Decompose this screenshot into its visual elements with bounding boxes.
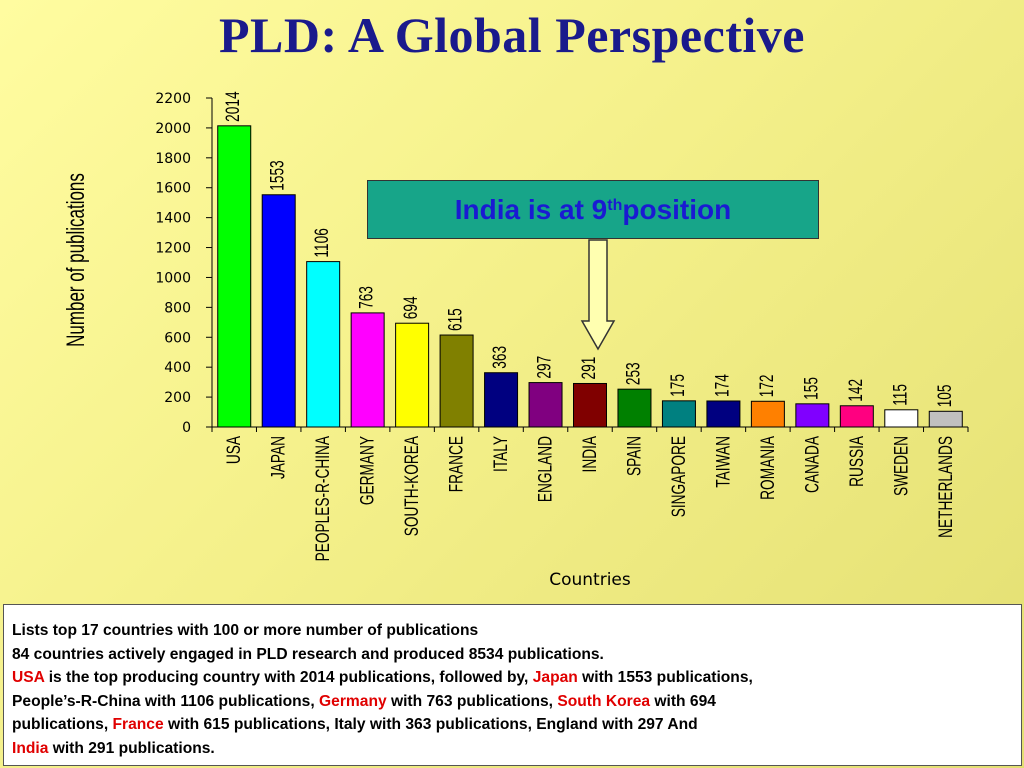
data-label: 105 bbox=[934, 384, 956, 407]
highlight-usa: USA bbox=[12, 669, 45, 687]
data-label: 142 bbox=[845, 379, 867, 402]
x-tick-label: ENGLAND bbox=[534, 436, 556, 502]
data-label: 115 bbox=[889, 384, 911, 406]
bar-france bbox=[439, 334, 474, 428]
y-tick-label: 1600 bbox=[155, 181, 191, 197]
bar-russia bbox=[839, 405, 874, 428]
highlight-france: France bbox=[112, 716, 164, 734]
bar-netherlands bbox=[928, 410, 963, 428]
y-tick-label: 800 bbox=[164, 300, 191, 316]
summary-text: with 1553 publications, bbox=[577, 669, 753, 687]
data-label: 1553 bbox=[266, 160, 288, 190]
summary-line-4: People’s-R-China with 1106 publications,… bbox=[12, 690, 1013, 714]
x-tick-label: NETHERLANDS bbox=[935, 436, 957, 538]
x-tick-label: FRANCE bbox=[445, 436, 467, 492]
x-tick-label: JAPAN bbox=[267, 436, 289, 479]
data-label: 172 bbox=[756, 374, 778, 397]
highlight-south-korea: South Korea bbox=[557, 692, 651, 710]
down-arrow-icon bbox=[580, 239, 616, 351]
bar-romania bbox=[750, 400, 785, 428]
x-tick-label: SPAIN bbox=[623, 436, 645, 476]
x-tick-label: PEOPLES-R-CHINA bbox=[312, 436, 334, 561]
data-label: 2014 bbox=[222, 91, 244, 121]
y-tick-label: 400 bbox=[164, 360, 191, 376]
summary-line-1: Lists top 17 countries with 100 or more … bbox=[12, 622, 479, 639]
data-label: 155 bbox=[800, 377, 822, 400]
highlight-germany: Germany bbox=[319, 692, 387, 710]
bar-england bbox=[528, 382, 563, 428]
x-tick-label: ITALY bbox=[490, 436, 512, 472]
highlight-india: India bbox=[12, 739, 49, 757]
data-label: 363 bbox=[489, 346, 511, 369]
bar-sweden bbox=[884, 409, 919, 428]
y-tick-label: 200 bbox=[164, 390, 191, 406]
data-label: 1106 bbox=[311, 228, 333, 257]
bar-peoples-r-china bbox=[306, 261, 341, 428]
y-tick-label: 1400 bbox=[155, 211, 191, 227]
y-tick-label: 2200 bbox=[155, 91, 191, 107]
x-tick-label: CANADA bbox=[801, 436, 823, 493]
x-tick-label: INDIA bbox=[579, 436, 601, 472]
x-tick-label: RUSSIA bbox=[846, 436, 868, 487]
summary-text: with 615 publications, Italy with 363 pu… bbox=[163, 716, 698, 734]
highlight-japan: Japan bbox=[532, 669, 578, 687]
y-tick-label: 2000 bbox=[155, 121, 191, 137]
summary-line-5: publications, France with 615 publicatio… bbox=[12, 713, 1013, 737]
y-tick-label: 1000 bbox=[155, 270, 191, 286]
summary-text: with 291 publications. bbox=[48, 739, 215, 757]
callout-text-suffix: position bbox=[622, 193, 732, 225]
bar-italy bbox=[484, 372, 519, 428]
data-label: 291 bbox=[578, 357, 600, 380]
bar-south-korea bbox=[395, 322, 430, 428]
bar-japan bbox=[261, 194, 296, 428]
x-axis-title: Countries bbox=[549, 570, 631, 590]
bar-india bbox=[573, 382, 607, 428]
summary-line-2: 84 countries actively engaged in PLD res… bbox=[12, 645, 604, 663]
summary-text: is the top producing country with 2014 p… bbox=[44, 669, 533, 687]
x-tick-label: USA bbox=[223, 436, 245, 464]
summary-line-3: USA is the top producing country with 20… bbox=[12, 666, 1013, 690]
x-tick-label: ROMANIA bbox=[757, 436, 779, 500]
data-label: 763 bbox=[355, 286, 377, 309]
bar-spain bbox=[617, 388, 652, 428]
y-tick-label: 600 bbox=[164, 330, 191, 346]
data-label: 694 bbox=[400, 296, 422, 319]
bar-singapore bbox=[661, 400, 696, 428]
data-label: 174 bbox=[711, 374, 733, 397]
bar-taiwan bbox=[706, 400, 741, 428]
bar-chart: 0 200 400 600 800 1000 1200 1400 1600 1800 2000 220… bbox=[62, 91, 969, 590]
data-label: 253 bbox=[622, 362, 644, 385]
summary-text: with 763 publications, bbox=[386, 692, 558, 710]
summary-text: People’s-R-China with 1106 publications, bbox=[12, 692, 320, 710]
x-tick-label: TAIWAN bbox=[712, 436, 734, 488]
x-tick-label: SINGAPORE bbox=[668, 436, 690, 517]
x-tick-label: GERMANY bbox=[356, 436, 378, 505]
data-label: 175 bbox=[667, 374, 689, 397]
data-label: 615 bbox=[444, 308, 466, 331]
bar-germany bbox=[350, 312, 385, 428]
y-tick-label: 1200 bbox=[155, 241, 191, 257]
bar-usa bbox=[217, 125, 252, 428]
x-tick-label: SWEDEN bbox=[890, 436, 912, 496]
x-tick-label: SOUTH-KOREA bbox=[401, 436, 423, 536]
y-tick-label: 0 bbox=[182, 420, 191, 436]
summary-text: with 694 bbox=[650, 692, 716, 710]
page-title: PLD: A Global Perspective bbox=[218, 7, 806, 63]
summary-line-6: India with 291 publications. bbox=[12, 737, 1013, 761]
bar-canada bbox=[795, 403, 830, 428]
callout-text-sup: th bbox=[607, 196, 623, 214]
callout-text-prefix: India is at 9 bbox=[454, 193, 608, 225]
summary-text: publications, bbox=[12, 716, 113, 734]
data-label: 297 bbox=[533, 356, 555, 379]
y-tick-label: 1800 bbox=[155, 151, 191, 167]
y-axis-title: Number of publications bbox=[62, 173, 90, 347]
summary-textbox: Lists top 17 countries with 100 or more … bbox=[3, 604, 1022, 766]
